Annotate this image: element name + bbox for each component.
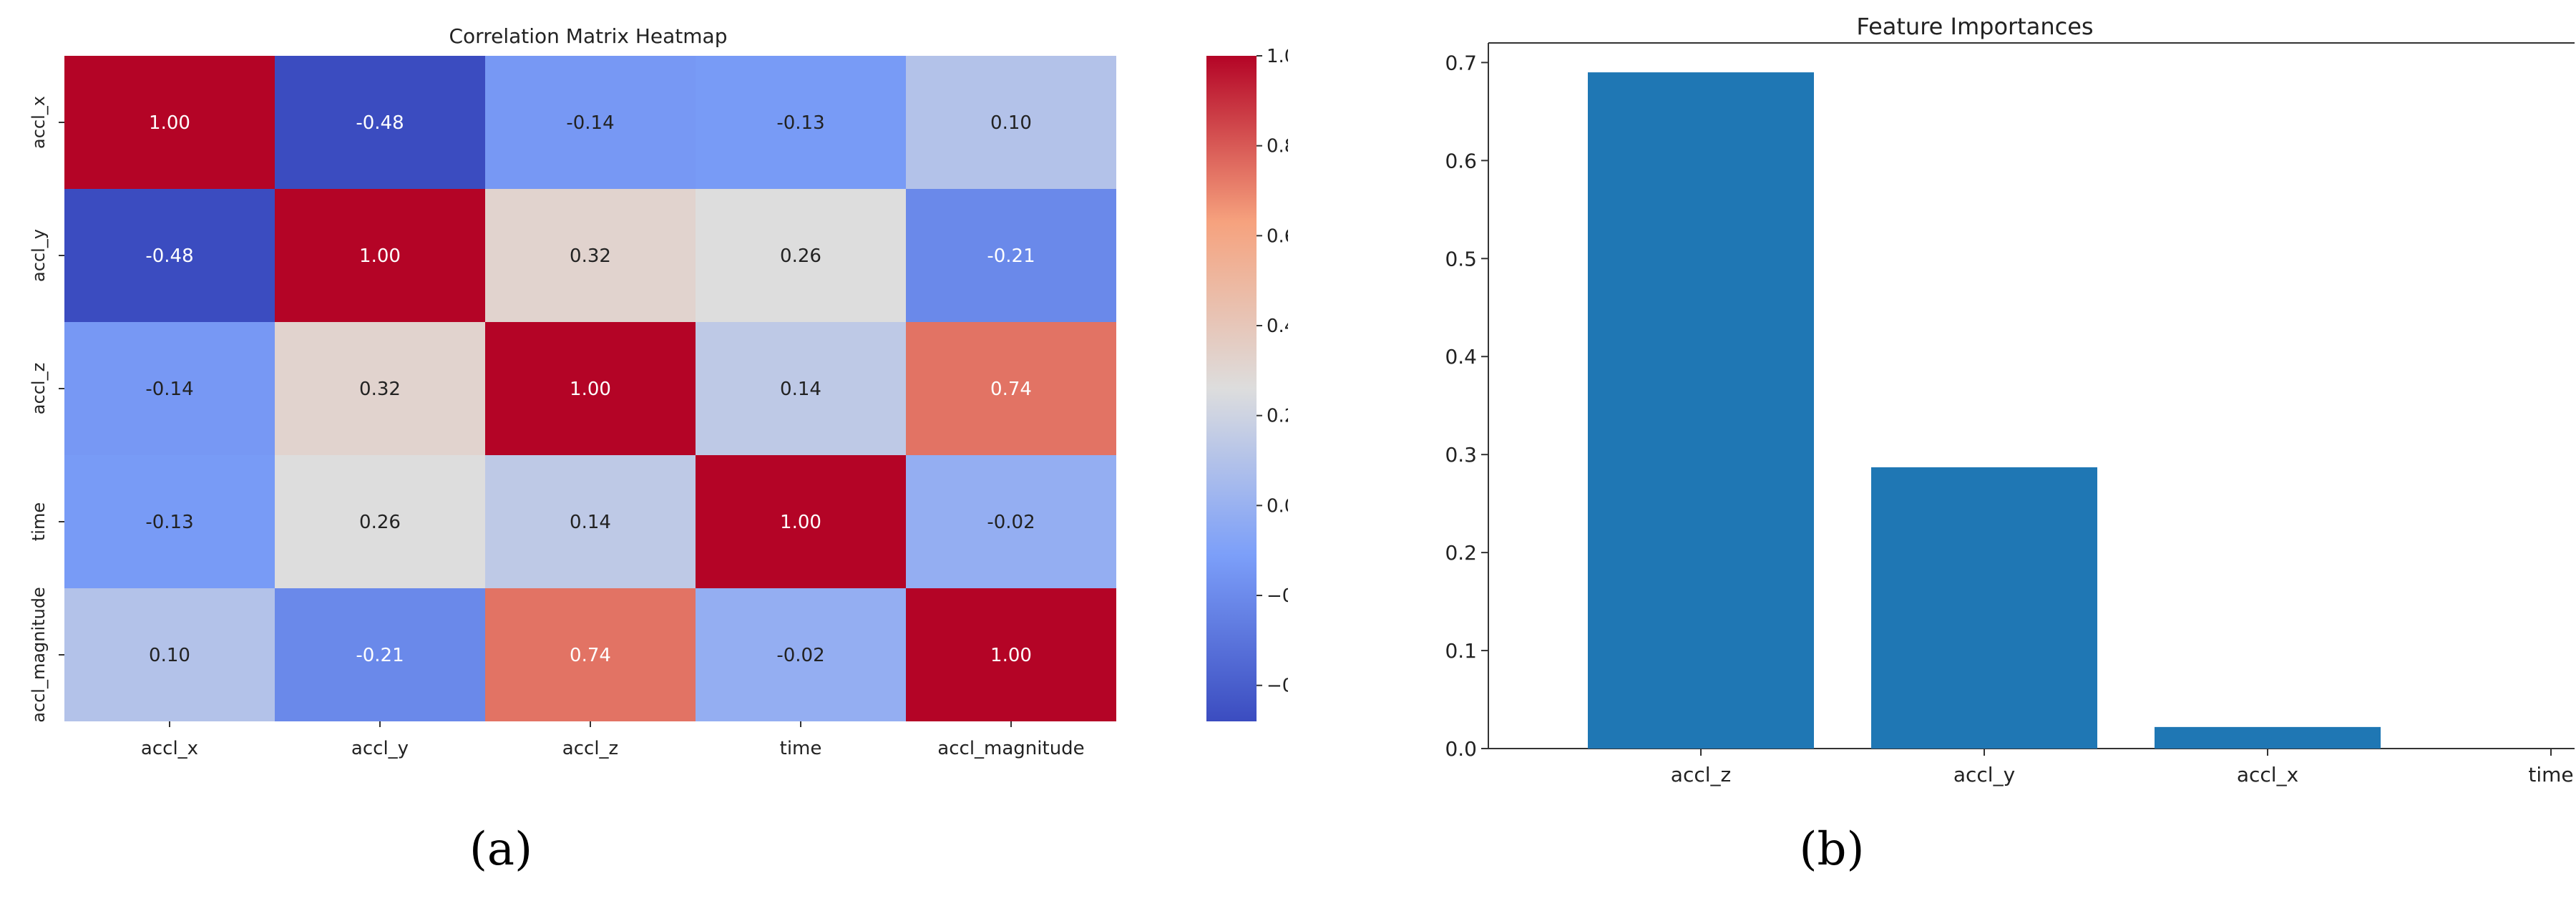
bar-y-tick-label: 0.2 — [1445, 541, 1477, 565]
bar-x-tick-label: accl_y — [1953, 763, 2015, 786]
bar-x-tick-label: accl_x — [2237, 763, 2298, 786]
panel-b-caption: (b) — [1799, 823, 1865, 876]
bar-y-tick-label: 0.3 — [1445, 443, 1477, 467]
feature-importance-chart: Feature Importances 0.00.10.20.30.40.50.… — [1445, 13, 2575, 786]
heatmap-row-label: accl_x — [29, 96, 49, 149]
bar-y-tick-label: 0.4 — [1445, 345, 1477, 369]
heatmap-cell — [275, 56, 485, 189]
heatmap-cell — [696, 588, 906, 721]
bar-x-tick-label: accl_z — [1671, 763, 1731, 786]
heatmap-cell-label: -0.02 — [987, 512, 1035, 533]
heatmap-cell-label: -0.21 — [356, 645, 404, 666]
heatmap-cell-label: -0.14 — [145, 379, 193, 400]
correlation-heatmap: Correlation Matrix Heatmap 1.00 -0.48 -0.1… — [29, 24, 1288, 759]
colorbar-tick-label: 0.2 — [1267, 406, 1288, 427]
heatmap-col-label: time — [780, 738, 822, 759]
bar — [2155, 726, 2381, 749]
heatmap-cell-label: 1.00 — [990, 645, 1032, 666]
bar-y-tick-label: 0.0 — [1445, 737, 1477, 761]
heatmap-cell — [696, 455, 906, 588]
colorbar-tick-label: 0.6 — [1267, 225, 1288, 247]
heatmap-cell-label: -0.02 — [776, 645, 824, 666]
heatmap-cell-label: -0.48 — [356, 112, 404, 134]
heatmap-cell — [906, 189, 1116, 322]
heatmap-cell — [275, 189, 485, 322]
heatmap-cell-label: 0.32 — [359, 379, 401, 400]
heatmap-cell — [696, 322, 906, 455]
bar-chart-title: Feature Importances — [1856, 13, 2093, 40]
bar — [1588, 72, 1814, 749]
heatmap-cell-label: -0.48 — [145, 245, 193, 267]
heatmap-cell-label: 0.10 — [149, 645, 190, 666]
heatmap-cell — [485, 588, 696, 721]
heatmap-cell — [485, 322, 696, 455]
heatmap-cell — [64, 189, 275, 322]
colorbar-tick-label: −0.4 — [1267, 676, 1288, 697]
heatmap-cell — [485, 455, 696, 588]
panel-a-caption: (a) — [469, 823, 533, 876]
heatmap-cell — [275, 455, 485, 588]
heatmap-cell-label: 0.10 — [990, 112, 1032, 134]
heatmap-col-label: accl_y — [351, 738, 409, 759]
heatmap-cell — [906, 455, 1116, 588]
colorbar-tick-label: −0.2 — [1267, 585, 1288, 607]
heatmap-cell-label: 1.00 — [570, 379, 611, 400]
heatmap-column-labels: accl_x accl_y accl_z time accl_magnitude — [141, 721, 1085, 759]
heatmap-cell — [906, 322, 1116, 455]
colorbar-bar — [1206, 56, 1257, 721]
heatmap-cell — [275, 588, 485, 721]
bar-y-tick-label: 0.5 — [1445, 247, 1477, 271]
heatmap-row-label: accl_z — [29, 363, 49, 414]
heatmap-cell-label: 1.00 — [780, 512, 821, 533]
heatmap-cell-label: -0.13 — [776, 112, 824, 134]
colorbar-tick-label: 0.8 — [1267, 136, 1288, 157]
heatmap-cell — [696, 189, 906, 322]
heatmap-row-label: accl_y — [29, 229, 49, 282]
bar — [1871, 467, 2097, 749]
bar-chart-y-ticks: 0.0 0.1 0.2 0.3 0.4 0.5 0.6 0.7 — [1445, 51, 1488, 761]
heatmap-cell — [696, 56, 906, 189]
heatmap-col-label: accl_magnitude — [937, 738, 1084, 759]
heatmap-cell-label: 0.74 — [570, 645, 611, 666]
heatmap-cell — [64, 588, 275, 721]
heatmap-col-label: accl_x — [141, 738, 198, 759]
bar-x-tick-label: time — [2528, 763, 2573, 786]
heatmap-cell-label: -0.21 — [987, 245, 1035, 267]
heatmap-cell-label: 0.26 — [780, 245, 821, 267]
bar-chart-x-ticks: accl_z accl_y accl_x time — [1671, 749, 2574, 786]
bar-y-tick-label: 0.6 — [1445, 149, 1477, 172]
heatmap-cell — [64, 455, 275, 588]
heatmap-cell — [485, 56, 696, 189]
colorbar-tick-label: 0.0 — [1267, 495, 1288, 517]
colorbar-tick-label: 1.0 — [1267, 46, 1288, 67]
heatmap-cell — [485, 189, 696, 322]
heatmap-cell-label: -0.14 — [566, 112, 614, 134]
bar-y-tick-label: 0.1 — [1445, 639, 1477, 663]
heatmap-cell-label: 0.26 — [359, 512, 401, 533]
bar-chart-bars — [1588, 72, 2381, 749]
heatmap-cell-label: 0.14 — [780, 379, 821, 400]
heatmap-cell-label: 0.74 — [990, 379, 1032, 400]
heatmap-cell-label: 0.32 — [570, 245, 611, 267]
bar-y-tick-label: 0.7 — [1445, 51, 1477, 74]
heatmap-cell — [275, 322, 485, 455]
heatmap-title: Correlation Matrix Heatmap — [449, 24, 728, 48]
colorbar-tick-label: 0.4 — [1267, 316, 1288, 337]
heatmap-cell-label: -0.13 — [145, 512, 193, 533]
heatmap-cell-label: 1.00 — [359, 245, 401, 267]
heatmap-row-label: accl_magnitude — [29, 587, 49, 723]
heatmap-cell — [64, 56, 275, 189]
heatmap-cells: 1.00 -0.48 -0.14 -0.13 0.10 -0.48 1.00 0.32 0.26… — [64, 56, 1116, 721]
heatmap-cell-label: 0.14 — [570, 512, 611, 533]
heatmap-col-label: accl_z — [562, 738, 618, 759]
heatmap-row-label: time — [29, 502, 49, 541]
heatmap-cell — [906, 56, 1116, 189]
heatmap-cell — [64, 322, 275, 455]
heatmap-colorbar: 1.0 0.8 0.6 0.4 0.2 0.0 −0.2 −0.4 — [1206, 46, 1288, 721]
heatmap-cell-label: 1.00 — [149, 112, 190, 134]
heatmap-cell — [906, 588, 1116, 721]
